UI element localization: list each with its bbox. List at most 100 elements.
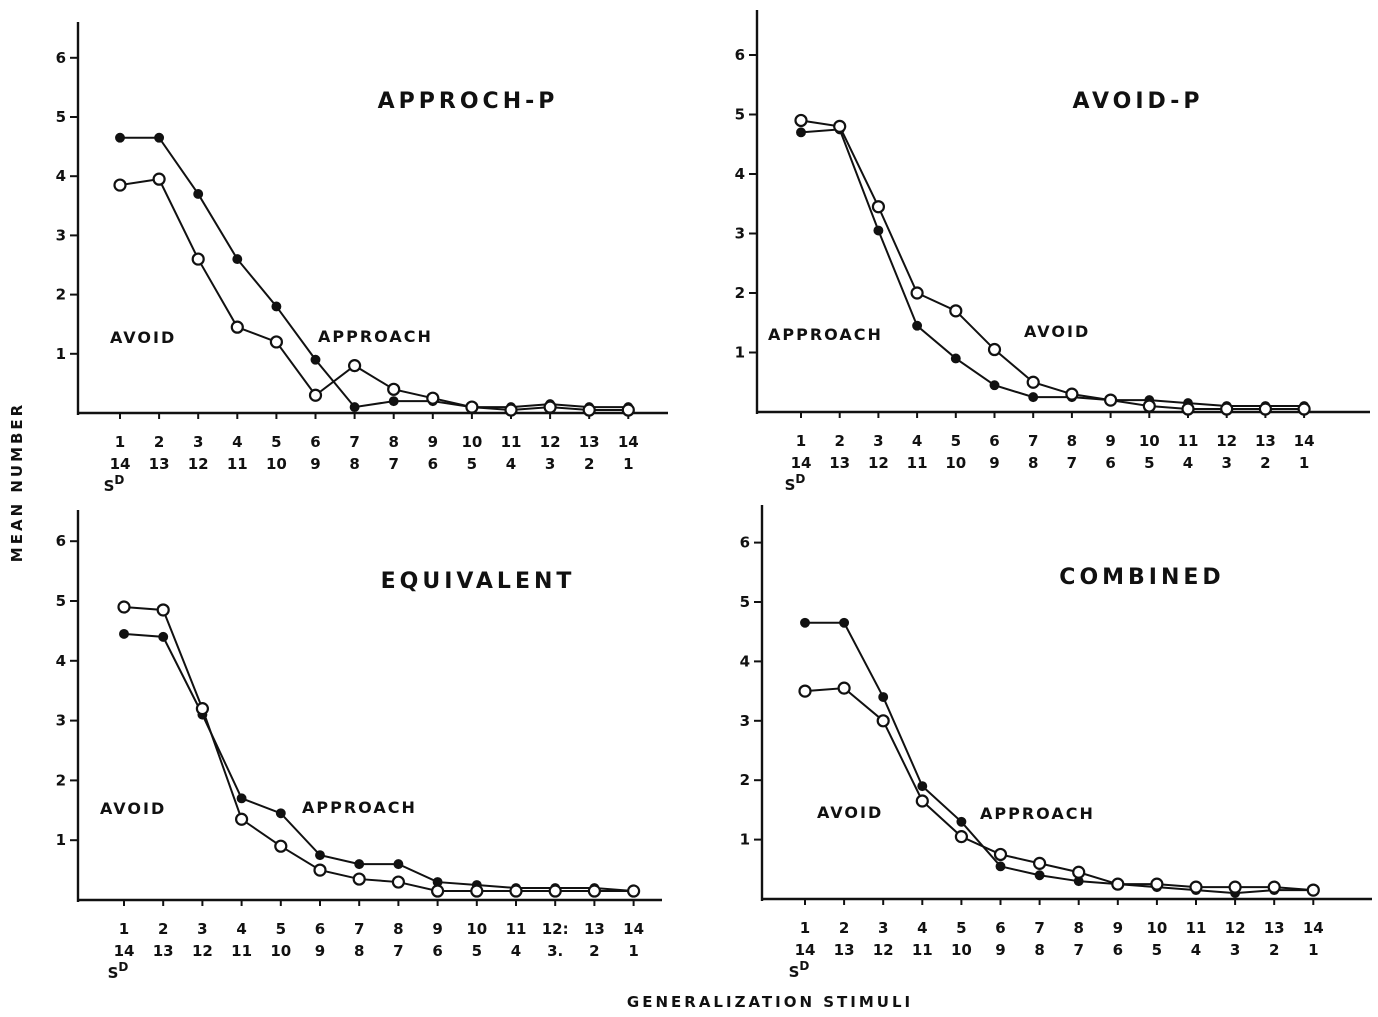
x-tick-label-bottom: 1 <box>1299 454 1309 472</box>
data-point-filled <box>917 781 928 792</box>
x-tick-label-bottom: 8 <box>1034 941 1044 959</box>
x-tick-label-top: 5 <box>951 432 961 450</box>
x-tick-label-top: 9 <box>1105 432 1115 450</box>
x-tick-label-bottom: 6 <box>1105 454 1115 472</box>
y-tick-label: 2 <box>56 771 66 789</box>
data-point-open <box>837 681 851 695</box>
region-annotation: AVOID <box>1024 322 1090 341</box>
x-tick-label-bottom: 1 <box>628 942 638 960</box>
data-point-open <box>274 839 288 853</box>
x-tick-label-bottom: 1 <box>1308 941 1318 959</box>
x-tick-label-bottom: 13 <box>149 455 170 473</box>
y-tick-label: 5 <box>56 592 66 610</box>
panel-title: EQUIVALENT <box>381 569 576 594</box>
x-tick-label-top: 5 <box>276 920 286 938</box>
x-tick-label-top: 13 <box>584 920 605 938</box>
series-line-filled <box>800 128 1305 408</box>
region-annotation: APPROACH <box>318 327 433 346</box>
sd-label: SD <box>789 959 810 981</box>
x-tick-label-bottom: 6 <box>428 455 438 473</box>
x-tick-label-bottom: 2 <box>1260 454 1270 472</box>
x-tick-label-bottom: 9 <box>310 455 320 473</box>
x-tick-label-bottom: 12 <box>873 941 894 959</box>
data-point-open <box>833 119 847 134</box>
y-tick-label: 4 <box>740 652 750 670</box>
x-tick-label-bottom: 5 <box>472 942 482 960</box>
data-point-open <box>509 884 523 898</box>
data-point-open <box>1297 402 1311 416</box>
x-tick-label-bottom: 13 <box>834 941 855 959</box>
x-tick-label-top: 4 <box>236 920 246 938</box>
y-tick-label: 3 <box>740 712 750 730</box>
y-tick-label: 5 <box>740 593 750 611</box>
x-tick-label-bottom: 11 <box>231 942 252 960</box>
data-point-filled <box>873 225 884 236</box>
y-axis-label: MEAN NUMBER <box>8 402 26 562</box>
x-tick-label-top: 3 <box>197 920 207 938</box>
panel-title: AVOID-P <box>1073 89 1204 114</box>
x-tick-label-top: 10 <box>1146 919 1167 937</box>
data-point-open <box>113 178 127 192</box>
x-tick-label-bottom: 5 <box>1144 454 1154 472</box>
data-point-open <box>1258 402 1273 416</box>
data-point-filled <box>950 353 961 364</box>
data-point-open <box>117 600 131 614</box>
y-tick-label: 3 <box>56 712 66 730</box>
x-tick-label-bottom: 4 <box>1183 454 1193 472</box>
x-tick-label-top: 2 <box>839 919 849 937</box>
x-tick-label-top: 1 <box>119 920 129 938</box>
x-tick-label-top: 14 <box>1303 919 1324 937</box>
x-tick-label-top: 6 <box>310 433 320 451</box>
data-point-open <box>1103 393 1118 407</box>
series-line-open <box>800 119 1305 411</box>
x-tick-label-top: 6 <box>995 919 1005 937</box>
x-tick-label-bottom: 5 <box>1152 941 1162 959</box>
x-tick-label-top: 9 <box>1113 919 1123 937</box>
data-point-filled <box>315 850 325 861</box>
data-point-open <box>431 884 445 898</box>
x-tick-label-top: 14 <box>1294 432 1315 450</box>
x-tick-label-bottom: 14 <box>114 942 135 960</box>
y-tick-label: 4 <box>56 652 66 670</box>
x-tick-label-top: 9 <box>428 433 438 451</box>
x-axis-label: GENERALIZATION STIMULI <box>627 993 913 1011</box>
x-tick-label-bottom: 3 <box>545 455 555 473</box>
x-tick-label-bottom: 4 <box>511 942 521 960</box>
data-point-filled <box>310 354 321 365</box>
series-line-open <box>123 605 634 893</box>
data-point-filled <box>275 808 286 819</box>
data-point-filled <box>995 861 1006 872</box>
data-point-open <box>504 403 518 417</box>
x-tick-label-top: 5 <box>956 919 966 937</box>
x-tick-label-top: 1 <box>800 919 810 937</box>
data-point-open <box>391 875 405 889</box>
x-tick-label-top: 7 <box>1034 919 1044 937</box>
y-tick-label: 6 <box>56 532 66 550</box>
x-tick-label-top: 2 <box>154 433 164 451</box>
x-tick-label-top: 3 <box>878 919 888 937</box>
data-point-filled <box>393 859 404 870</box>
data-point-open <box>954 830 969 844</box>
x-tick-label-top: 6 <box>989 432 999 450</box>
region-annotation: APPROACH <box>768 325 883 344</box>
data-point-open <box>548 884 562 898</box>
data-point-filled <box>839 617 850 628</box>
data-point-open <box>1189 880 1203 894</box>
data-point-open <box>587 884 602 898</box>
x-tick-label-bottom: 4 <box>506 455 516 473</box>
data-point-open <box>387 382 401 396</box>
chart-panel-3: 1234561142133124115106978879610511412:3.… <box>56 510 662 982</box>
y-tick-label: 1 <box>56 345 66 363</box>
y-tick-label: 4 <box>56 167 66 185</box>
x-tick-label-top: 3 <box>873 432 883 450</box>
x-tick-label-bottom: 11 <box>907 454 928 472</box>
data-point-open <box>1181 402 1195 416</box>
data-point-filled <box>388 396 399 407</box>
data-point-open <box>1306 883 1320 897</box>
x-tick-label-top: 9 <box>432 920 442 938</box>
x-tick-label-top: 12: <box>542 920 569 938</box>
x-tick-label-bottom: 3 <box>1221 454 1231 472</box>
x-tick-label-top: 12 <box>540 433 561 451</box>
x-tick-label-bottom: 9 <box>315 942 325 960</box>
x-tick-label-top: 7 <box>349 433 359 451</box>
